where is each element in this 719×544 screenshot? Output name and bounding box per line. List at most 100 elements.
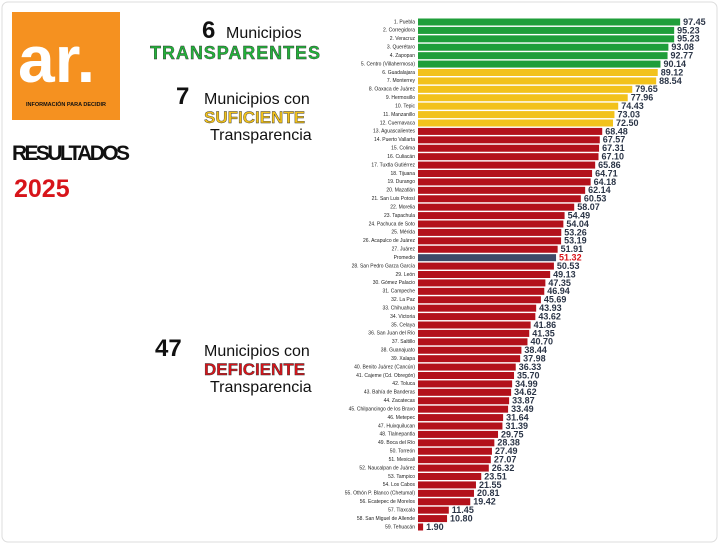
bar [418,481,476,489]
value-label: 50.53 [557,261,580,271]
bar [418,237,562,245]
bar [418,102,619,110]
category-label: 18. Tijuana [391,171,416,177]
bar [418,397,510,405]
title: RESULTADOS [12,142,130,165]
value-label: 41.86 [534,320,557,330]
category-label: 26. Acapulco de Juárez [363,238,415,244]
value-label: 33.49 [511,404,534,414]
category-label: 22. Morelia [390,204,415,210]
value-label: 53.19 [564,236,587,246]
value-label: 95.23 [677,25,700,35]
bar [418,422,503,430]
group-level: SUFICIENTE [204,108,305,127]
category-label: 48. Tlalnepantla [380,432,416,438]
logo-box [12,12,120,120]
category-label: 34. Victoria [390,314,415,320]
category-label: 51. Mexicali [389,457,415,463]
value-label: 95.23 [677,34,700,44]
value-label: 38.44 [524,345,547,355]
category-label: 46. Metepec [387,415,415,421]
value-label: 68.48 [605,126,628,136]
value-label: 92.77 [671,51,694,61]
group-count: 47 [155,335,182,362]
value-label: 60.53 [584,194,607,204]
value-label: 73.03 [617,109,640,119]
category-label: 43. Bahía de Banderas [364,390,416,396]
value-label: 65.86 [598,160,621,170]
group-count: 6 [202,17,215,44]
value-label: 58.07 [577,202,600,212]
value-label: 43.93 [539,303,562,313]
group-line: Municipios con [204,343,310,360]
bar [418,111,615,119]
group-line: Transparencia [210,379,312,396]
value-label: 31.39 [505,421,528,431]
value-label: 19.42 [473,497,496,507]
value-label: 72.50 [616,118,639,128]
category-label: 14. Puerto Vallarta [374,137,415,143]
category-label: 27. Juárez [392,247,416,253]
bar [418,35,675,43]
value-label: 31.64 [506,412,529,422]
category-label: 23. Tapachula [384,213,415,219]
bar [418,254,557,262]
value-label: 20.81 [477,488,500,498]
category-label: 45. Chilpancingo de los Bravo [349,406,416,412]
bar [418,119,614,127]
category-label: 5. Centro (Villahermosa) [361,61,415,67]
value-label: 29.75 [501,429,524,439]
group-level: TRANSPARENTES [150,43,320,63]
category-label: 24. Pachuca de Soto [369,221,416,227]
category-label: 38. Guanajuato [381,348,415,354]
value-label: 64.18 [594,177,617,187]
category-label: 37. Saltillo [392,339,415,345]
bar [418,355,521,363]
bar [418,464,489,472]
value-label: 35.70 [517,370,540,380]
category-label: 11. Manzanillo [383,112,415,118]
category-label: 54. Los Cabos [383,482,416,488]
bar [418,287,545,295]
bar [418,380,513,388]
value-label: 89.12 [661,67,684,77]
value-label: 36.33 [519,362,542,372]
bar [418,228,562,236]
category-label: 44. Zacatecas [384,398,416,404]
category-label: 36. San Juan del Río [368,331,415,337]
bar [418,52,668,60]
value-label: 47.35 [548,278,571,288]
bar [418,414,504,422]
bar [418,439,495,447]
bar [418,329,530,337]
category-label: 10. Tepic [395,103,415,109]
bar [418,127,603,135]
bar [418,262,554,270]
bar [418,186,586,194]
value-label: 40.70 [530,337,553,347]
value-label: 34.99 [515,379,538,389]
bar [418,161,596,169]
value-label: 54.49 [568,210,591,220]
bar [418,271,551,278]
bar [418,85,633,93]
bar [418,523,424,531]
category-label: 28. San Pedro Garza García [352,263,416,269]
bar [418,363,516,371]
category-label: 53. Tampico [388,474,415,480]
value-label: 23.51 [484,471,507,481]
value-label: 51.91 [561,244,584,254]
category-label: 40. Benito Juárez (Cancún) [354,364,415,370]
value-label: 74.43 [621,101,644,111]
bar [418,473,482,480]
value-label: 10.80 [450,513,473,523]
bar [418,489,474,497]
category-label: 35. Celaya [391,322,415,328]
value-label: 64.71 [595,168,618,178]
group-line: Transparencia [210,127,312,144]
category-label: 56. Ecatepec de Morelos [360,499,416,505]
category-label: 1. Puebla [394,19,415,25]
value-label: 97.45 [683,17,706,27]
